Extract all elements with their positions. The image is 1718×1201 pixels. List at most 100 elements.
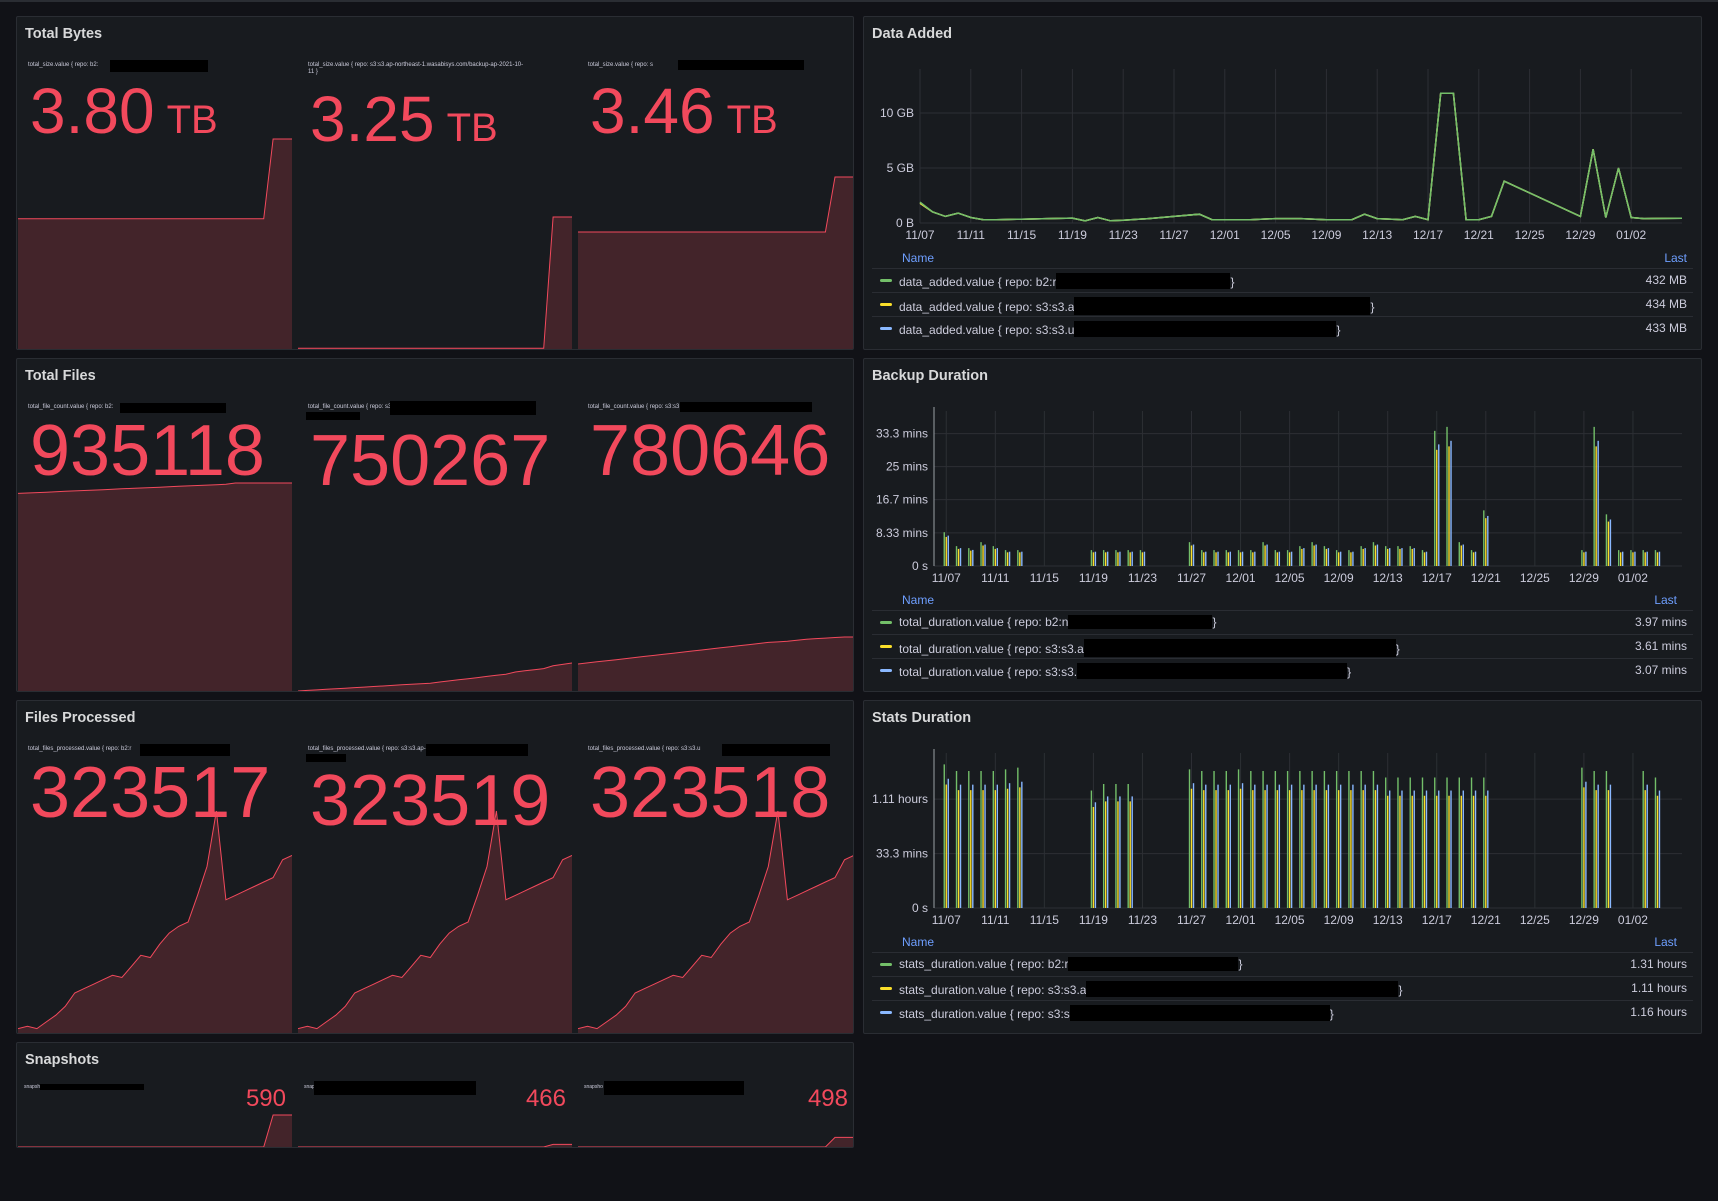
stat-label: total_files_processed.value { repo: s3:s… [588, 746, 701, 752]
redaction [314, 1081, 476, 1095]
x-tick-label: 12/13 [1373, 913, 1403, 927]
legend-row[interactable]: total_duration.value { repo: b2:n} 3.97 … [872, 610, 1693, 633]
redaction [140, 744, 230, 756]
redaction [722, 744, 830, 756]
sparkline [18, 810, 292, 1033]
stat-s3-ap[interactable]: total_file_count.value { repo: s3 750267 [298, 401, 572, 691]
series-swatch [880, 1011, 892, 1014]
series-close: } [1395, 642, 1400, 656]
series-swatch [880, 327, 892, 330]
series-last: 3.97 mins [1634, 615, 1687, 629]
sparkline [578, 810, 853, 1033]
stat-value: 498 [807, 1085, 848, 1112]
y-tick-label: 33.3 mins [876, 427, 928, 441]
legend-row[interactable]: data_added.value { repo: s3:s3.u} 433 MB [872, 316, 1693, 339]
series-last: 3.61 mins [1634, 639, 1687, 653]
legend-row[interactable]: data_added.value { repo: b2:r} 432 MB [872, 268, 1693, 291]
redaction [1069, 1005, 1330, 1021]
series-close: } [1212, 615, 1217, 629]
stat-s3-us[interactable]: total_file_count.value { repo: s3:s3 780… [578, 401, 853, 691]
series-swatch [880, 645, 892, 648]
stat-label: total_files_processed.value { repo: s3:s… [308, 746, 426, 752]
stat-b2[interactable]: total_size.value { repo: b2: 3.80 TB [18, 59, 292, 349]
stat-s3-us[interactable]: total_size.value { repo: s 3.46 TB [578, 59, 853, 349]
y-tick-label: 33.3 mins [876, 847, 928, 861]
stat-value: 935118 [30, 411, 265, 491]
redaction [306, 754, 346, 762]
series-swatch [880, 279, 892, 282]
series-close: } [1230, 275, 1235, 289]
legend-row[interactable]: stats_duration.value { repo: s3:s} 1.16 … [872, 1000, 1693, 1023]
y-tick-label: 10 GB [880, 106, 914, 120]
x-tick-label: 11/11 [981, 571, 1010, 585]
redaction [1086, 981, 1399, 997]
stat-b2[interactable]: total_file_count.value { repo: b2: 93511… [18, 401, 292, 691]
top-bar [0, 0, 1718, 2]
data-added-panel[interactable]: Data Added 11/07 11/11 11/15 11/19 11/23 11/2… [863, 16, 1702, 350]
x-tick-label: 11/19 [1079, 913, 1108, 927]
panel-title: Stats Duration [872, 710, 972, 726]
series-name: data_added.value { repo: s3:s3.a} [899, 297, 1375, 315]
sparkline [578, 1136, 853, 1147]
files-processed-panel[interactable]: Files Processed total_files_processed.va… [16, 700, 854, 1034]
panel-title: Backup Duration [872, 368, 989, 384]
series-close: } [1238, 957, 1243, 971]
stat-s3-us[interactable]: snapsho 498 [578, 1081, 853, 1147]
x-tick-label: 11/15 [1030, 571, 1059, 585]
stat-label: total_size.value { repo: b2: [28, 62, 99, 68]
legend-row[interactable]: total_duration.value { repo: s3:s3.} 3.0… [872, 658, 1693, 681]
sparkline [298, 216, 572, 349]
x-tick-label: 12/25 [1515, 228, 1545, 242]
sparkline-area [298, 217, 572, 349]
x-tick-label: 12/17 [1422, 571, 1452, 585]
redaction [120, 403, 226, 413]
x-tick-label: 12/21 [1471, 913, 1501, 927]
x-tick-label: 12/05 [1275, 913, 1305, 927]
sparkline-area [18, 811, 292, 1033]
redaction [680, 402, 812, 412]
sparkline [18, 138, 292, 349]
total-files-panel[interactable]: Total Files total_file_count.value { rep… [16, 358, 854, 692]
x-tick-label: 12/17 [1413, 228, 1443, 242]
legend-row[interactable]: stats_duration.value { repo: b2:r} 1.31 … [872, 952, 1693, 975]
stat-s3-us[interactable]: total_files_processed.value { repo: s3:s… [578, 743, 853, 1033]
stat-label: snaps [304, 1084, 318, 1090]
legend-header-last: Last [1654, 935, 1677, 949]
stats-duration-chart: 11/07 11/11 11/15 11/19 11/23 11/27 12/01 12/05… [872, 749, 1682, 927]
stat-s3-ap[interactable]: total_files_processed.value { repo: s3:s… [298, 743, 572, 1033]
series-swatch [880, 963, 892, 966]
stat-unit: TB [446, 106, 498, 150]
stat-value: 323518 [590, 753, 831, 833]
legend-header-last: Last [1654, 593, 1677, 607]
legend-row[interactable]: total_duration.value { repo: s3:s3.a} 3.… [872, 634, 1693, 657]
stat-value: 466 [525, 1085, 566, 1112]
redaction [1068, 957, 1239, 971]
stat-s3-ap[interactable]: total_size.value { repo: s3:s3.ap-northe… [298, 59, 572, 349]
stat-label: total_file_count.value { repo: s3 [308, 404, 392, 410]
stat-s3-ap[interactable]: snaps 466 [298, 1081, 572, 1147]
series-name-text: data_added.value { repo: s3:s3.a [899, 300, 1075, 314]
stat-b2[interactable]: snapshot 590 [18, 1081, 292, 1147]
stats-duration-panel[interactable]: Stats Duration 11/07 11/11 11/15 11/19 11/23… [863, 700, 1702, 1034]
sparkline-line [298, 810, 572, 1030]
series-name-text: stats_duration.value { repo: s3:s3.a [899, 983, 1087, 997]
snapshots-panel[interactable]: Snapshots snapshot 590 snaps 466 snapsho… [16, 1042, 854, 1148]
redaction [1083, 639, 1396, 657]
x-tick-label: 12/01 [1226, 571, 1256, 585]
stat-label: total_size.value { repo: s [588, 62, 654, 68]
redaction [390, 401, 536, 415]
redaction [306, 412, 360, 420]
legend-row[interactable]: data_added.value { repo: s3:s3.a} 434 MB [872, 292, 1693, 315]
series-name: total_duration.value { repo: s3:s3.a} [899, 639, 1400, 657]
stat-b2[interactable]: total_files_processed.value { repo: b2:r… [18, 743, 292, 1033]
backup-duration-panel[interactable]: Backup Duration 11/07 11/11 11/15 11/19 11/2… [863, 358, 1702, 692]
stat-label: snapshot [24, 1084, 45, 1090]
series-name-text: total_duration.value { repo: s3:s3.a [899, 642, 1084, 656]
total-bytes-panel[interactable]: Total Bytes total_size.value { repo: b2:… [16, 16, 854, 350]
y-tick-label: 0 s [912, 559, 928, 573]
stat-unit: TB [726, 98, 778, 142]
legend-row[interactable]: stats_duration.value { repo: s3:s3.a} 1.… [872, 976, 1693, 999]
sparkline-line [18, 138, 292, 220]
x-tick-label: 11/07 [932, 571, 961, 585]
y-tick-label: 1.11 hours [872, 792, 928, 806]
